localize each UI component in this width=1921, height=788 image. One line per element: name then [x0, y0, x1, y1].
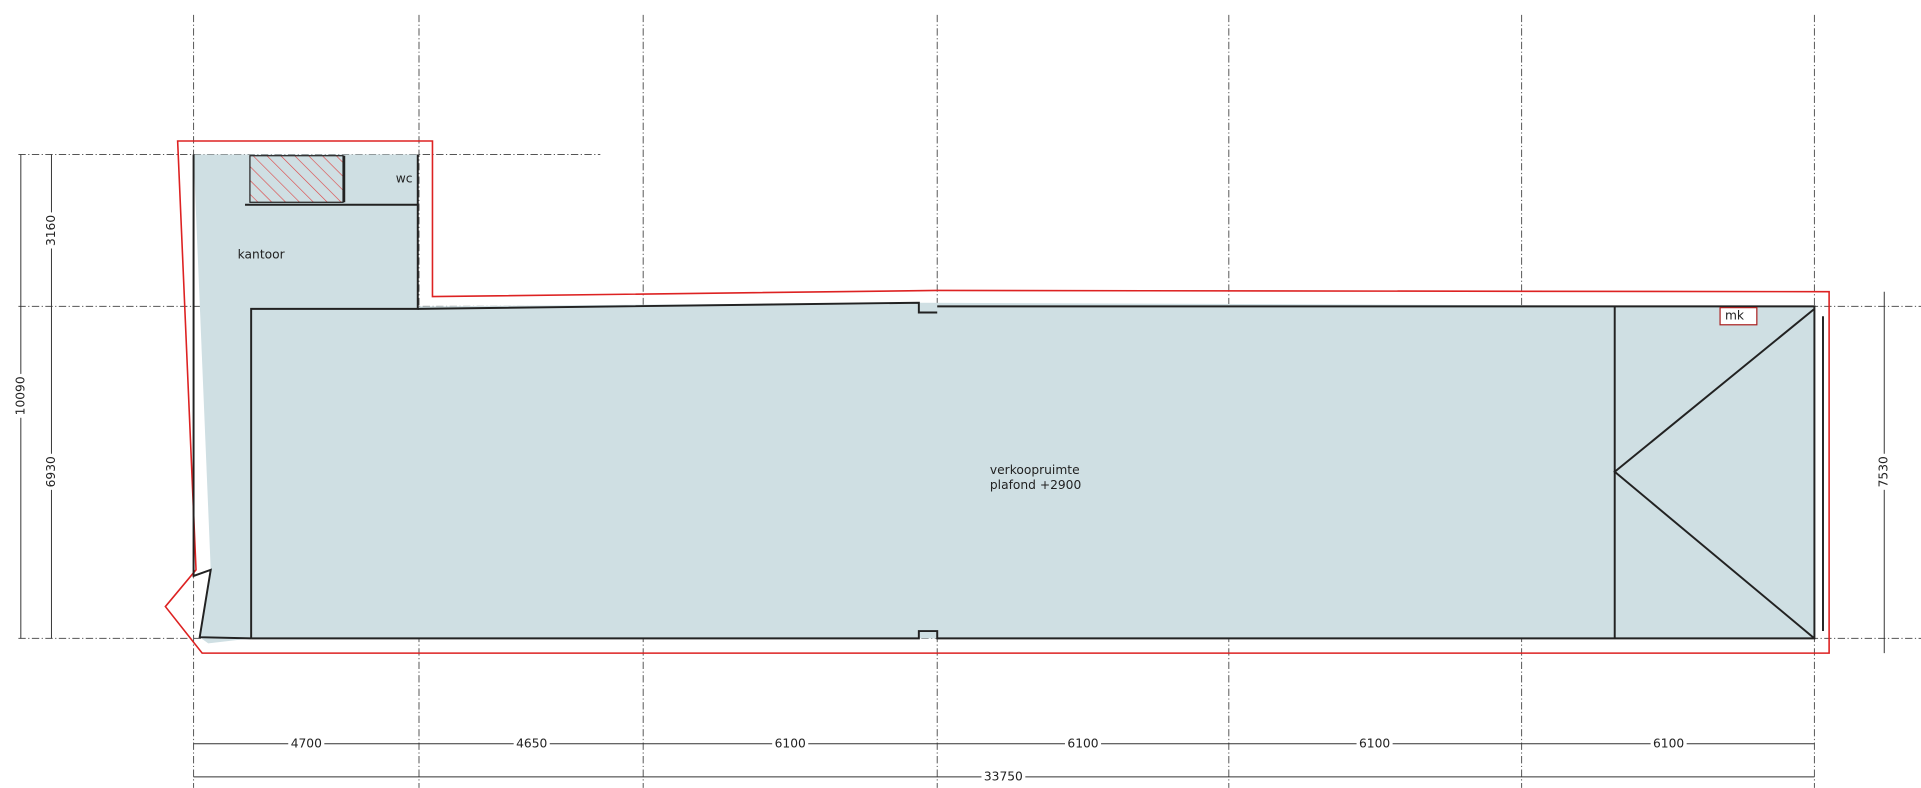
- boundary: [164, 140, 1830, 654]
- dimension: 6100: [775, 736, 806, 750]
- label-background: [1356, 736, 1393, 751]
- label-background: [772, 736, 809, 751]
- room-label: wc: [396, 171, 413, 185]
- dimension: 7530: [1877, 456, 1891, 487]
- label-background: [43, 453, 58, 490]
- dimension: 4650: [516, 736, 547, 750]
- label-background: [981, 769, 1026, 784]
- room-label: mk: [1725, 309, 1745, 323]
- walls: [192, 154, 1824, 640]
- room-label: verkoopruimte: [990, 463, 1080, 477]
- dimension: 33750: [984, 769, 1023, 783]
- dimension: 3160: [44, 215, 58, 246]
- room-label: plafond +2900: [990, 478, 1081, 492]
- dimension: 6930: [44, 456, 58, 487]
- dimension: 10090: [13, 376, 27, 415]
- room-label: kantoor: [238, 247, 286, 261]
- label-background: [13, 373, 28, 418]
- label-background: [1876, 453, 1891, 490]
- dimension: 6100: [1359, 736, 1390, 750]
- label-background: [1064, 736, 1102, 751]
- label-background: [43, 212, 58, 249]
- dimension: 4700: [291, 736, 322, 750]
- label-background: [513, 736, 550, 751]
- label-background: [1650, 736, 1687, 751]
- dimension: 6100: [1653, 736, 1684, 750]
- dimension: 6100: [1067, 736, 1098, 750]
- label-background: [288, 736, 325, 751]
- floor-area: [193, 154, 1815, 644]
